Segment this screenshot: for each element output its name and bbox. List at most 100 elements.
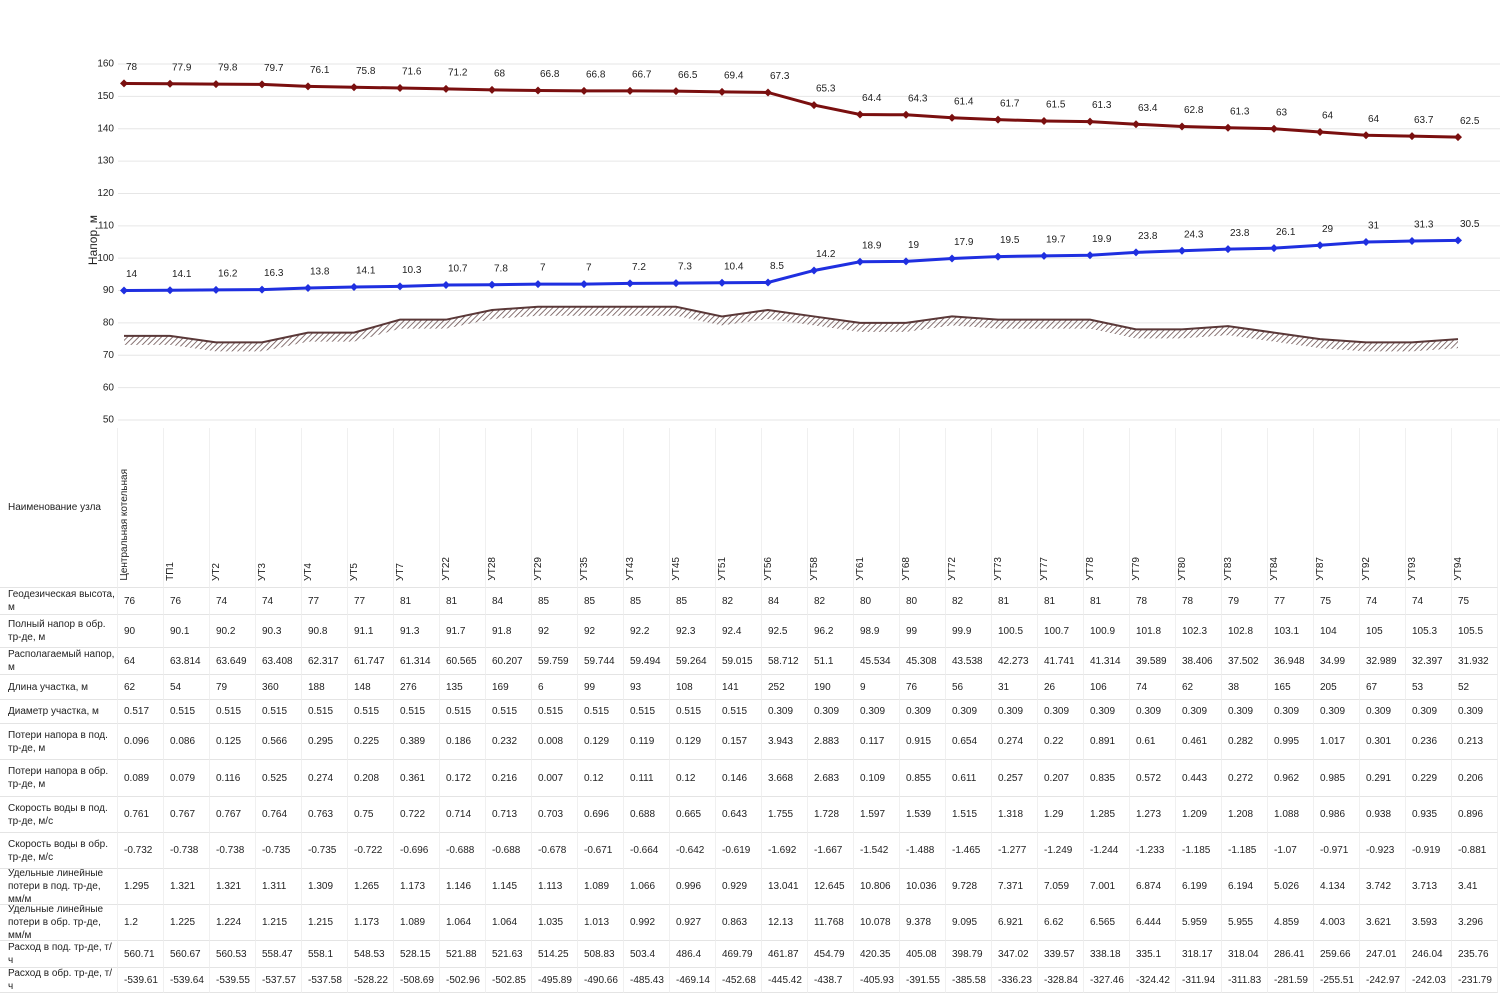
- table-cell: -452.68: [716, 968, 762, 993]
- table-cell: 0.089: [118, 760, 164, 797]
- table-cell: 0.186: [440, 724, 486, 760]
- point: [1362, 238, 1370, 246]
- point: [718, 278, 726, 287]
- data-label: 7: [586, 263, 592, 274]
- table-cell: 59.744: [578, 648, 624, 675]
- node-name-text: УТ3: [257, 562, 268, 581]
- y-tick-label: 150: [97, 91, 114, 102]
- y-tick-label: 110: [98, 220, 114, 231]
- data-label: 64: [1322, 111, 1334, 122]
- table-cell: 0.855: [900, 760, 946, 797]
- table-cell: 0.713: [486, 797, 532, 833]
- table-cell: 42.273: [992, 648, 1038, 675]
- table-cell: 1.728: [808, 797, 854, 833]
- node-name-text: УТ87: [1315, 557, 1326, 581]
- node-name-text: УТ93: [1407, 557, 1418, 581]
- node-name: УТ72: [946, 428, 992, 588]
- table-cell: 1.017: [1314, 724, 1360, 760]
- table-cell: -537.57: [256, 968, 302, 993]
- node-name-text: УТ4: [303, 562, 314, 581]
- table-cell: 85: [624, 588, 670, 615]
- table-cell: 1.209: [1176, 797, 1222, 833]
- table-cell: 0.643: [716, 797, 762, 833]
- table-cell: -0.735: [256, 833, 302, 869]
- table-cell: 1.29: [1038, 797, 1084, 833]
- point: [948, 113, 956, 122]
- table-cell: 0.117: [854, 724, 900, 760]
- data-label: 63.7: [1414, 115, 1434, 126]
- table-cell: 0.309: [900, 700, 946, 724]
- node-name-text: УТ22: [441, 557, 452, 581]
- table-cell: -0.619: [716, 833, 762, 869]
- point: [856, 257, 864, 266]
- row-label: Удельные линейные потери в обр. тр-де, м…: [0, 905, 118, 941]
- table-cell: 54: [164, 675, 210, 700]
- data-label: 7.2: [632, 262, 646, 273]
- table-cell: 75: [1452, 588, 1498, 615]
- table-cell: 0.157: [716, 724, 762, 760]
- table-cell: 52: [1452, 675, 1498, 700]
- table-cell: 0.282: [1222, 724, 1268, 760]
- table-cell: 0.996: [670, 869, 716, 905]
- table-cell: 91.3: [394, 615, 440, 648]
- table-cell: 11.768: [808, 905, 854, 941]
- node-name: УТ78: [1084, 428, 1130, 588]
- node-name-text: УТ29: [533, 557, 544, 581]
- table-cell: 0.525: [256, 760, 302, 797]
- table-cell: -0.722: [348, 833, 394, 869]
- table-cell: 0.995: [1268, 724, 1314, 760]
- table-cell: 1.224: [210, 905, 256, 941]
- node-name-text: УТ7: [395, 562, 406, 581]
- table-cell: 100.5: [992, 615, 1038, 648]
- table-cell: 0.515: [256, 700, 302, 724]
- table-cell: 81: [1084, 588, 1130, 615]
- node-name: УТ35: [578, 428, 624, 588]
- table-cell: 92.4: [716, 615, 762, 648]
- table-cell: 1.318: [992, 797, 1038, 833]
- table-cell: 0.125: [210, 724, 256, 760]
- table-cell: 101.8: [1130, 615, 1176, 648]
- point: [1178, 246, 1186, 255]
- table-cell: 0.929: [716, 869, 762, 905]
- point: [304, 283, 312, 292]
- table-cell: 0.389: [394, 724, 440, 760]
- table-cell: -438.7: [808, 968, 854, 993]
- table-cell: 0.935: [1406, 797, 1452, 833]
- table-cell: 469.79: [716, 941, 762, 968]
- table-cell: 1.215: [256, 905, 302, 941]
- data-label: 61.7: [1000, 98, 1020, 109]
- table-cell: 3.943: [762, 724, 808, 760]
- table-cell: 90.8: [302, 615, 348, 648]
- table-cell: -0.642: [670, 833, 716, 869]
- node-name: УТ84: [1268, 428, 1314, 588]
- table-cell: 0.309: [808, 700, 854, 724]
- row-label: Удельные линейные потери в под. тр-де, м…: [0, 869, 118, 905]
- table-cell: 0.654: [946, 724, 992, 760]
- y-tick-label: 50: [103, 415, 115, 426]
- table-cell: 105: [1360, 615, 1406, 648]
- table-cell: -0.688: [440, 833, 486, 869]
- table-cell: -0.688: [486, 833, 532, 869]
- node-name-text: УТ2: [211, 562, 222, 581]
- table-cell: 60.207: [486, 648, 532, 675]
- table-cell: -0.738: [164, 833, 210, 869]
- data-label: 61.4: [954, 96, 974, 107]
- point: [1316, 127, 1324, 136]
- table-cell: 521.88: [440, 941, 486, 968]
- row-label: Потери напора в под. тр-де, м: [0, 724, 118, 760]
- table-cell: 0.111: [624, 760, 670, 797]
- table-cell: 0.12: [578, 760, 624, 797]
- table-cell: 79: [210, 675, 256, 700]
- table-cell: 0.257: [992, 760, 1038, 797]
- table-cell: 1.225: [164, 905, 210, 941]
- table-cell: 100.7: [1038, 615, 1084, 648]
- table-cell: 165: [1268, 675, 1314, 700]
- table-cell: 2.883: [808, 724, 854, 760]
- point: [212, 285, 220, 294]
- table-cell: 0.938: [1360, 797, 1406, 833]
- table-cell: 0.891: [1084, 724, 1130, 760]
- table-cell: 6.565: [1084, 905, 1130, 941]
- table-cell: 1.173: [394, 869, 440, 905]
- node-name: УТ61: [854, 428, 900, 588]
- table-cell: -1.249: [1038, 833, 1084, 869]
